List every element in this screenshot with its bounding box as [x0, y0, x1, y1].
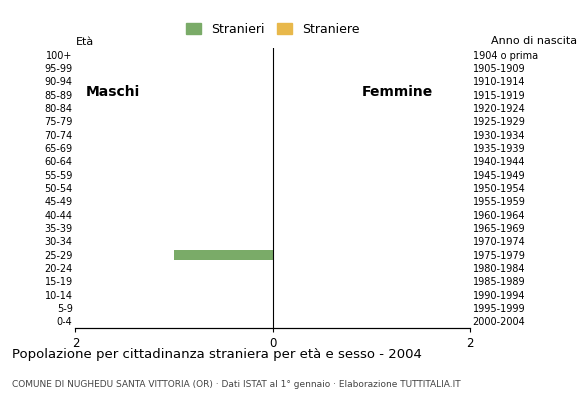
Text: Femmine: Femmine [361, 85, 433, 99]
Bar [174, 250, 273, 260]
Text: Anno di nascita: Anno di nascita [491, 36, 577, 46]
Legend: Stranieri, Straniere: Stranieri, Straniere [181, 18, 364, 41]
Text: Maschi: Maschi [85, 85, 140, 99]
Text: Popolazione per cittadinanza straniera per età e sesso - 2004: Popolazione per cittadinanza straniera p… [12, 348, 422, 361]
Text: Età: Età [75, 37, 93, 47]
Text: COMUNE DI NUGHEDU SANTA VITTORIA (OR) · Dati ISTAT al 1° gennaio · Elaborazione : COMUNE DI NUGHEDU SANTA VITTORIA (OR) · … [12, 380, 460, 389]
